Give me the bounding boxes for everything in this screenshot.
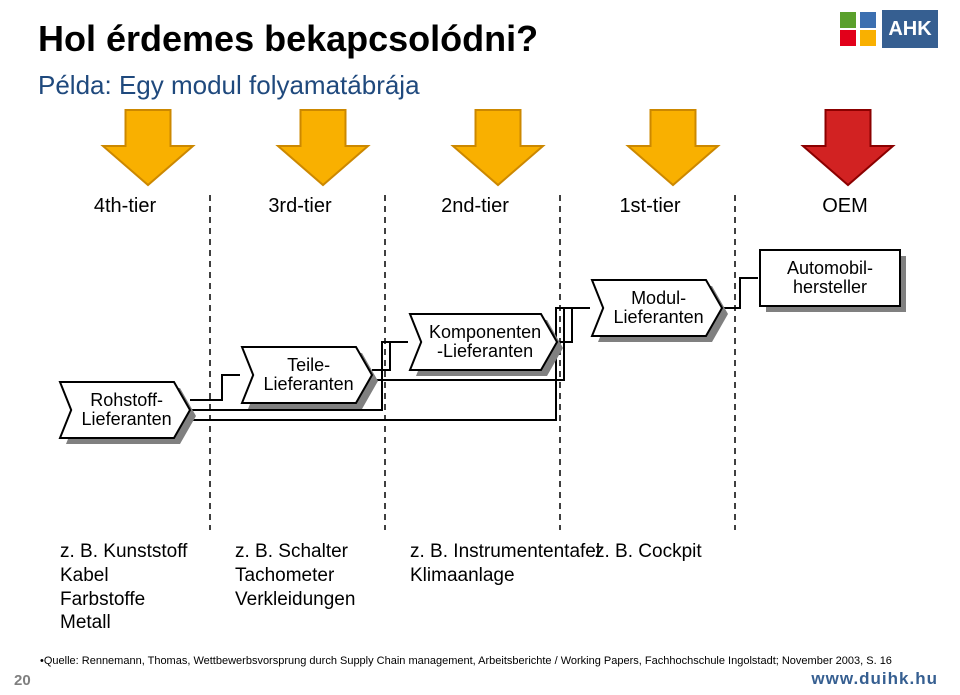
ahk-logo-icon (838, 10, 878, 48)
tier-label: 2nd-tier (415, 195, 535, 218)
connector-line (722, 278, 758, 308)
tier-arrow-icon (628, 110, 718, 185)
flowchart-diagram: 4th-tier 3rd-tier 2nd-tier 1st-tier OEM Rohst… (40, 100, 920, 630)
tier-arrow-icon (103, 110, 193, 185)
box-label-modul: Modul- Lieferanten (603, 280, 714, 336)
box-label-rohstoff: Rohstoff- Lieferanten (71, 382, 182, 438)
tier-arrow-icon (453, 110, 543, 185)
box-label-komponenten: Komponenten -Lieferanten (421, 314, 549, 370)
tier-label: 4th-tier (65, 195, 185, 218)
example-text: z. B. SchalterTachometerVerkleidungen (235, 540, 355, 611)
ahk-logo-badge: AHK (838, 10, 938, 48)
oem-arrow-icon (803, 110, 893, 185)
tier-label: OEM (785, 195, 905, 218)
tier-label: 3rd-tier (240, 195, 360, 218)
example-text: z. B. Cockpit (595, 540, 702, 564)
footer-url: www.duihk.hu (811, 669, 938, 689)
tier-arrow-icon (278, 110, 368, 185)
connector-line (190, 375, 240, 400)
connector-line (557, 308, 590, 342)
page-title: Hol érdemes bekapcsolódni? (38, 18, 538, 60)
ahk-text: AHK (882, 10, 938, 48)
source-citation: •Quelle: Rennemann, Thomas, Wettbewerbsv… (40, 655, 892, 667)
example-text: z. B. InstrumententafelKlimaanlage (410, 540, 600, 588)
box-label-teile: Teile- Lieferanten (253, 347, 364, 403)
connector-line (372, 342, 408, 370)
tier-label: 1st-tier (590, 195, 710, 218)
page-number: 20 (14, 672, 31, 689)
page-subtitle: Példa: Egy modul folyamatábrája (38, 70, 420, 101)
box-label-oem: Automobil- hersteller (760, 250, 900, 306)
example-text: z. B. KunststoffKabelFarbstoffeMetall (60, 540, 187, 635)
